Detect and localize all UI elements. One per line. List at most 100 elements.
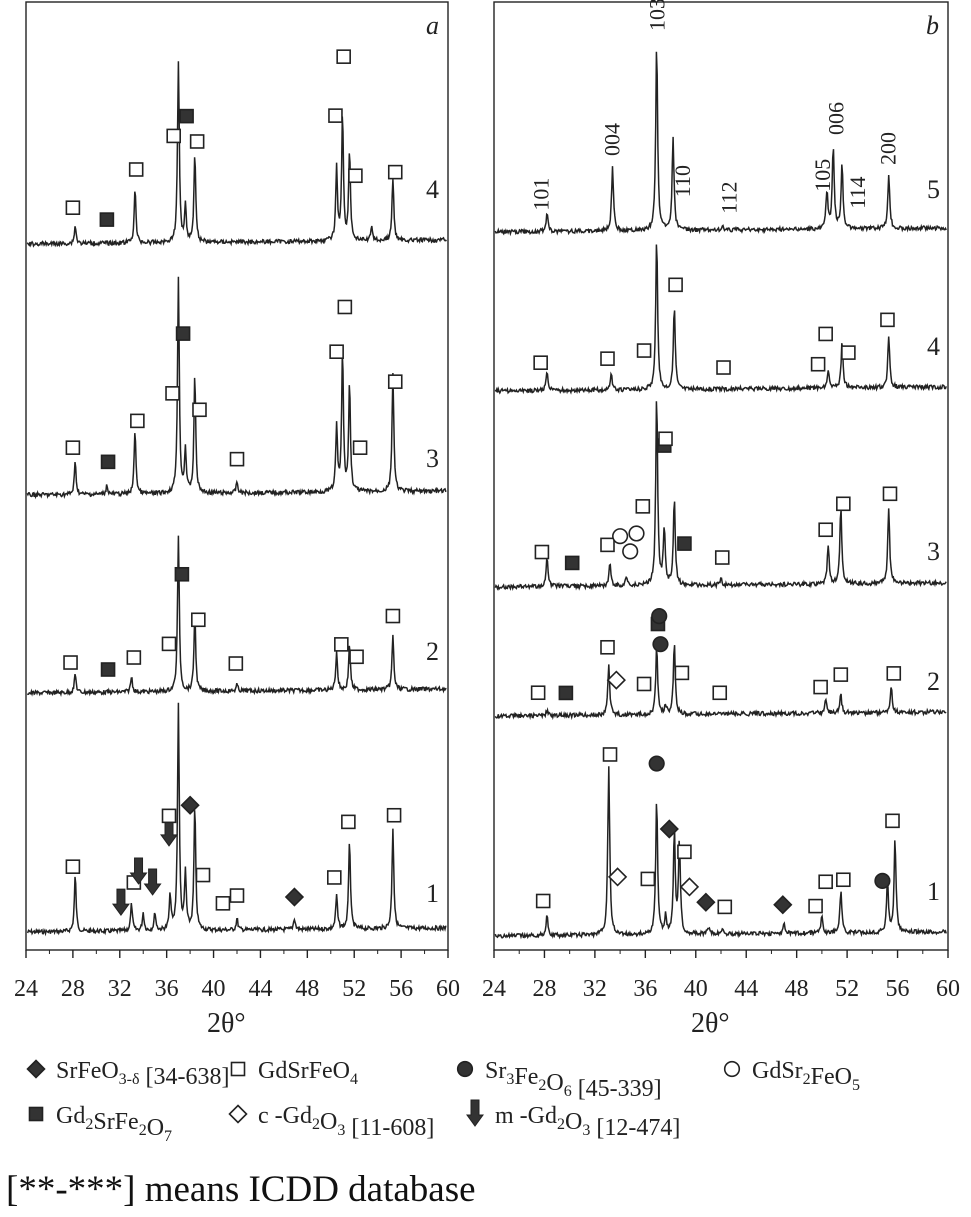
pattern-number: 4 [426, 175, 439, 204]
open-square-marker [813, 679, 828, 695]
legend-item: Sr3Fe2O6 [45-339] [456, 1058, 662, 1102]
open-diamond-marker [607, 867, 628, 887]
open-square-marker [836, 872, 851, 888]
legend-label: GdSr2FeO5 [752, 1058, 860, 1094]
pattern-number: 4 [927, 332, 940, 361]
open-square-marker [189, 134, 205, 149]
open-square-marker [600, 639, 615, 655]
legend-label: GdSrFeO4 [258, 1058, 358, 1088]
arrow-marker [111, 888, 130, 916]
open-square-marker [334, 637, 349, 652]
x-tick-label: 40 [202, 976, 226, 1002]
legend-filled-square-icon [28, 1106, 44, 1122]
open-square-marker [349, 649, 364, 665]
hkl-label: 112 [717, 182, 742, 214]
filled-square-marker [179, 108, 194, 124]
open-square-marker [195, 867, 211, 883]
x-tick-label: 28 [532, 976, 556, 1002]
x-tick-label: 56 [389, 976, 413, 1002]
open-square-marker [535, 893, 551, 909]
hkl-label: 114 [845, 176, 870, 208]
open-circle-marker [612, 528, 629, 545]
x-tick-label: 44 [734, 976, 758, 1002]
panel-a-frame [25, 1, 449, 951]
open-square-marker [880, 312, 895, 328]
legend-label: Sr3Fe2O6 [45-339] [485, 1058, 662, 1102]
open-square-marker [65, 440, 81, 455]
legend-open-diamond-icon [228, 1104, 248, 1124]
pattern-number: 2 [927, 667, 940, 696]
x-tick-label: 40 [684, 976, 708, 1002]
x-tick-label: 52 [835, 976, 859, 1002]
open-square-marker [530, 685, 546, 701]
pattern-b-2 [494, 645, 947, 721]
x-tick-label: 56 [886, 976, 910, 1002]
open-square-marker [833, 667, 849, 682]
open-square-marker [636, 343, 652, 358]
open-diamond-marker [606, 670, 626, 690]
open-square-marker [385, 608, 401, 624]
open-square-marker [810, 356, 826, 372]
legend-label: c -Gd2O3 [11-608] [258, 1103, 434, 1141]
open-square-marker [128, 162, 144, 177]
open-square-marker [717, 899, 733, 915]
open-square-marker [714, 550, 730, 565]
open-square-marker [229, 451, 245, 467]
open-square-marker [65, 200, 81, 215]
filled-diamond-marker [180, 795, 200, 815]
legend-label: m -Gd2O3 [12-474] [495, 1103, 680, 1141]
filled-square-marker [100, 454, 116, 470]
filled-diamond-marker [773, 895, 793, 915]
open-square-marker [191, 612, 206, 628]
x-tick-label: 32 [583, 976, 607, 1002]
open-square-marker [602, 747, 618, 762]
panel-b: b 24 28 32 36 40 44 48 52 56 60 2θ° 1 2 3 4 5 101 004 103 11… [482, 0, 960, 1039]
legend-filled-diamond-icon [26, 1059, 46, 1079]
open-diamond-marker [679, 877, 700, 897]
panel-a-letter: a [426, 11, 439, 40]
open-square-marker [636, 676, 652, 692]
hkl-label: 006 [824, 102, 849, 135]
pattern-b-1 [494, 766, 947, 940]
open-square-marker [228, 656, 244, 671]
pattern-b-3 [494, 401, 947, 591]
x-axis-label: 2θ° [691, 1008, 730, 1039]
legend-arrow-icon [466, 1099, 484, 1127]
filled-circle-marker [651, 607, 668, 625]
pattern-number: 3 [426, 444, 439, 473]
filled-diamond-marker [696, 892, 716, 912]
open-square-marker [818, 874, 833, 890]
filled-square-marker [175, 326, 191, 341]
legend-open-square-icon [230, 1061, 246, 1077]
pattern-number: 5 [927, 175, 940, 204]
open-square-marker [341, 814, 356, 830]
open-square-marker [329, 344, 344, 360]
open-square-marker [63, 655, 78, 670]
panel-a: a 24 28 32 36 40 44 48 52 56 60 2θ° 1 2 3 4 [14, 1, 460, 1039]
open-square-marker [818, 522, 833, 538]
pattern-a-4 [26, 61, 447, 248]
filled-circle-marker [874, 872, 891, 889]
open-square-marker [533, 355, 548, 370]
open-square-marker [166, 128, 181, 144]
open-square-marker [635, 499, 651, 514]
x-axis-label: 2θ° [207, 1008, 246, 1039]
x-tick-label: 36 [633, 976, 657, 1002]
legend-label: SrFeO3-δ [34-638] [56, 1058, 230, 1090]
open-square-marker [229, 888, 245, 903]
open-square-marker [161, 808, 177, 824]
open-square-marker [337, 299, 353, 315]
x-tick-label: 24 [14, 976, 38, 1002]
x-tick-label: 60 [436, 976, 460, 1002]
legend-item: GdSr2FeO5 [723, 1058, 860, 1094]
open-square-marker [886, 666, 902, 681]
hkl-label: 103 [645, 0, 670, 31]
open-circle-marker [622, 543, 639, 560]
filled-square-marker [174, 566, 190, 582]
legend-item: c -Gd2O3 [11-608] [228, 1103, 434, 1141]
x-tick-label: 44 [248, 976, 272, 1002]
open-square-marker [126, 650, 142, 665]
open-square-marker [386, 807, 402, 823]
pattern-number: 1 [426, 879, 439, 908]
